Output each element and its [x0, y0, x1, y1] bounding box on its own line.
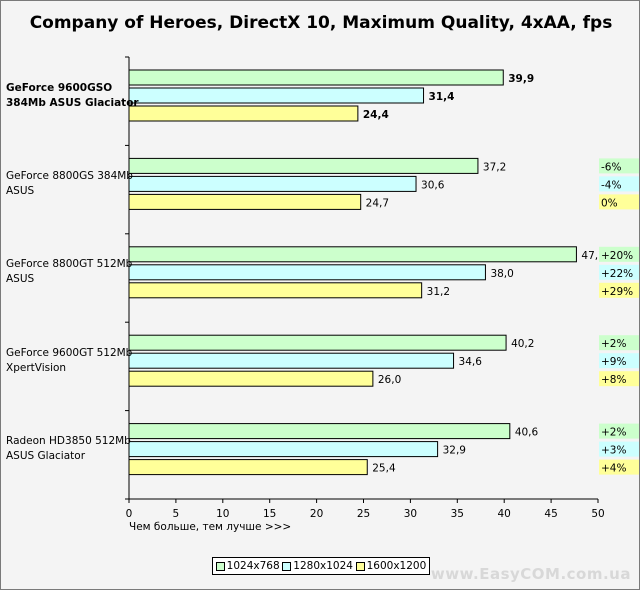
bar-1280x1024-2: [128, 175, 417, 192]
bar-value-label: 25,4: [372, 463, 396, 475]
diff-badge: [599, 423, 639, 439]
diff-label: +2%: [601, 427, 626, 439]
legend-label-1280x1024: 1280x1024: [293, 560, 353, 572]
bar-value-label: 30,6: [421, 179, 445, 191]
bar-1280x1024-1: [128, 87, 425, 104]
bar-1024x768-5: [128, 423, 511, 440]
diff-badge: [599, 176, 639, 192]
chart-title: Company of Heroes, DirectX 10, Maximum Q…: [29, 13, 613, 33]
legend-item-1024x768: 1024x768: [215, 560, 280, 572]
diff-label: +20%: [601, 250, 633, 262]
bar-value-label: 24,7: [366, 197, 389, 209]
bar-value-label: 32,9: [443, 445, 466, 457]
bar-value-label: 34,6: [459, 356, 483, 368]
category-label-line: Radeon HD3850 512Mb: [6, 435, 131, 448]
bar-1600x1200-5: [128, 459, 368, 476]
bar-1024x768-3: [128, 246, 577, 263]
legend-item-1600x1200: 1600x1200: [355, 560, 427, 572]
x-tick-label: 50: [591, 508, 604, 520]
bar-1600x1200-2: [128, 193, 362, 210]
legend-item-1280x1024: 1280x1024: [282, 560, 353, 572]
category-label-line: 384Mb ASUS Glaciator: [6, 96, 139, 109]
diff-label: -6%: [601, 161, 621, 173]
legend-label-1024x768: 1024x768: [226, 560, 280, 572]
diff-badge: [599, 282, 639, 298]
bar-value-label: 39,9: [508, 73, 534, 85]
bar-value-label: 26,0: [378, 374, 401, 386]
x-tick-label: 10: [216, 508, 229, 520]
x-axis-note: Чем больше, тем лучше >>>: [129, 521, 292, 533]
x-tick-label: 40: [498, 508, 511, 520]
diff-badge: [599, 371, 639, 387]
diff-label: +2%: [601, 338, 626, 350]
bar-1600x1200-3: [128, 282, 423, 299]
diff-badge: [599, 353, 639, 369]
category-label-line: ASUS: [6, 273, 35, 286]
legend-label-1600x1200: 1600x1200: [366, 560, 427, 572]
bar-1280x1024-4: [128, 352, 455, 369]
bar-1600x1200-1: [128, 105, 359, 122]
bar-1024x768-1: [128, 69, 504, 86]
bar-value-label: 38,0: [490, 268, 513, 280]
diff-label: +8%: [601, 374, 626, 386]
diff-badge: [599, 335, 639, 351]
legend-swatch-1280x1024: [282, 561, 292, 571]
category-label: GeForce 9600GSO 384Mb ASUS Glaciator: [6, 81, 139, 111]
category-label: GeForce 8800GS 384Mb ASUS: [6, 169, 133, 199]
diff-label: +4%: [601, 463, 626, 475]
category-label-line: XpertVision: [6, 361, 67, 374]
bar-value-label: 47,7: [581, 250, 604, 262]
diff-badge: [599, 246, 639, 262]
category-label-line: GeForce 9600GT 512Mb: [6, 346, 133, 359]
bar-value-label: 40,6: [515, 427, 539, 439]
diff-label: -4%: [601, 179, 621, 191]
x-tick-label: 45: [544, 508, 557, 520]
bar-1600x1200-4: [128, 370, 374, 387]
diff-label: 0%: [601, 197, 618, 209]
diff-badge: [599, 158, 639, 174]
diff-badge: [599, 264, 639, 280]
x-tick-label: 20: [310, 508, 323, 520]
x-tick-label: 15: [263, 508, 276, 520]
legend-swatch-1600x1200: [355, 561, 365, 571]
diff-label: +9%: [601, 356, 626, 368]
x-tick-label: 30: [404, 508, 417, 520]
category-label-line: GeForce 8800GT 512Mb: [6, 258, 133, 271]
diff-badge: [599, 441, 639, 457]
category-label: GeForce 8800GT 512Mb ASUS: [6, 257, 133, 287]
bar-value-label: 40,2: [511, 338, 534, 350]
legend-swatch-1024x768: [215, 561, 225, 571]
x-tick-label: 0: [126, 508, 133, 520]
x-tick-label: 5: [173, 508, 180, 520]
category-label: Radeon HD3850 512Mb ASUS Glaciator: [6, 434, 131, 464]
bar-1280x1024-5: [128, 441, 439, 458]
x-tick-label: 35: [451, 508, 464, 520]
diff-badge: [599, 194, 639, 210]
x-tick-label: 25: [357, 508, 370, 520]
diff-label: +22%: [601, 268, 633, 280]
bar-value-label: 31,4: [429, 91, 455, 103]
diff-badge: [599, 459, 639, 475]
bar-1280x1024-3: [128, 264, 486, 281]
bar-1024x768-2: [128, 157, 479, 174]
diff-label: +3%: [601, 445, 626, 457]
category-label-line: ASUS Glaciator: [6, 450, 86, 463]
category-label-line: GeForce 9600GSO: [6, 81, 113, 94]
watermark: www.EasyCOM.com.ua: [430, 565, 631, 583]
category-label-line: ASUS: [6, 184, 35, 197]
diff-label: +29%: [601, 286, 633, 298]
bar-1024x768-4: [128, 334, 507, 351]
bar-value-label: 24,4: [363, 109, 389, 121]
bar-value-label: 31,2: [427, 286, 450, 298]
category-label: GeForce 9600GT 512Mb XpertVision: [6, 346, 133, 376]
bar-value-label: 37,2: [483, 161, 506, 173]
category-label-line: GeForce 8800GS 384Mb: [6, 169, 133, 182]
legend: 1024x768 1280x1024 1600x1200: [212, 557, 430, 575]
